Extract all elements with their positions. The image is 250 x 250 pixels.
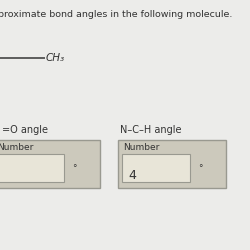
Text: proximate bond angles in the following molecule.: proximate bond angles in the following m…: [0, 10, 232, 19]
Text: Number: Number: [0, 143, 34, 152]
Text: =O angle: =O angle: [2, 125, 48, 135]
FancyBboxPatch shape: [122, 154, 190, 182]
Text: 4: 4: [128, 169, 136, 182]
Text: CH₃: CH₃: [46, 53, 65, 63]
FancyBboxPatch shape: [118, 140, 226, 188]
FancyBboxPatch shape: [0, 154, 64, 182]
Text: Number: Number: [123, 143, 160, 152]
Text: °: °: [198, 164, 202, 173]
Text: °: °: [72, 164, 76, 173]
FancyBboxPatch shape: [0, 140, 100, 188]
Text: N–C–H angle: N–C–H angle: [120, 125, 182, 135]
